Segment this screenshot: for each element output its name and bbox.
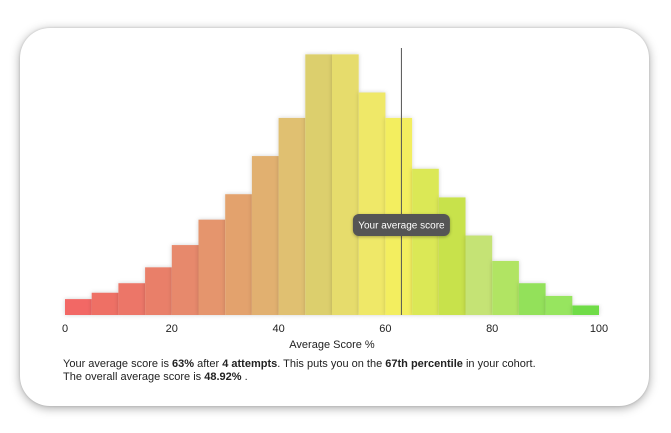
histogram-bar [518, 283, 546, 315]
histogram-bar [278, 117, 306, 315]
chart-card: 0 20 40 60 80 100 Average Score % Your averag… [20, 28, 649, 406]
summary-text: . [241, 371, 248, 383]
summary-line-2: The overall average score is 48.92% . [63, 371, 536, 384]
histogram-bar [305, 54, 332, 315]
x-tick-label: 20 [166, 323, 178, 335]
x-tick-label: 100 [590, 323, 608, 335]
percentile-value: 67th percentile [385, 358, 463, 370]
summary-text: Your average score is [63, 358, 173, 370]
histogram-bar [492, 260, 519, 315]
histogram-bar [145, 267, 172, 315]
score-summary: Your average score is 63% after 4 attemp… [63, 358, 536, 384]
average-score-value: 63% [172, 358, 195, 370]
histogram-bar [118, 283, 146, 315]
histogram-bar [332, 54, 359, 315]
histogram-bar [545, 295, 573, 315]
summary-text: . This puts you on the [277, 358, 386, 370]
x-axis-title: Average Score % [289, 339, 375, 351]
bars-group [65, 54, 599, 315]
tooltip-background [352, 214, 450, 236]
histogram-bar [225, 194, 252, 315]
attempts-count: 4 attempts [222, 358, 278, 370]
x-tick-label: 0 [62, 323, 68, 335]
summary-text: after [194, 358, 223, 370]
histogram-bar [91, 292, 119, 315]
histogram-bar [358, 92, 386, 315]
x-tick-label: 40 [272, 323, 284, 335]
summary-line-1: Your average score is 63% after 4 attemp… [63, 358, 536, 371]
x-tick-label: 60 [379, 323, 391, 335]
tooltip-label: Your average score [358, 221, 445, 232]
x-axis-ticks: 0 20 40 60 80 100 [62, 323, 608, 335]
x-tick-label: 80 [486, 323, 498, 335]
histogram-chart: 0 20 40 60 80 100 Average Score % Your averag… [62, 48, 608, 351]
histogram-bar [465, 235, 493, 315]
overall-average-value: 48.92% [204, 371, 242, 383]
summary-text: The overall average score is [63, 371, 205, 383]
histogram-bar [65, 299, 92, 315]
histogram-bar [171, 245, 199, 315]
summary-text: in your cohort. [462, 358, 536, 370]
histogram-bar [412, 168, 439, 315]
average-score-tooltip: Your average score [352, 214, 450, 236]
histogram-bar [251, 156, 279, 315]
histogram-bar [198, 219, 226, 315]
histogram-bar [572, 305, 599, 315]
